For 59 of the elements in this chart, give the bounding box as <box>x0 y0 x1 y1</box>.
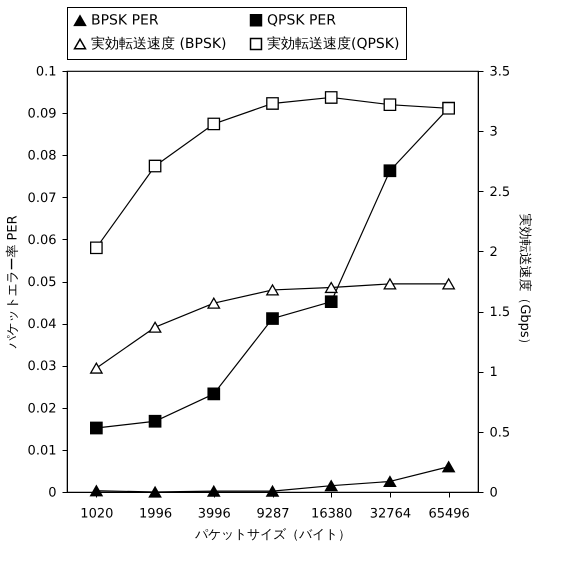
point <box>148 160 162 172</box>
y-tick-label: 0.04 <box>28 317 56 332</box>
legend-label: 実効転送速度(QPSK) <box>267 36 400 52</box>
point <box>207 388 220 400</box>
y-tick-label: 0.02 <box>28 401 56 416</box>
legend-label: QPSK PER <box>267 12 336 28</box>
point <box>90 362 103 374</box>
point <box>90 485 103 496</box>
y-tick-label: 0.05 <box>28 275 56 290</box>
point <box>442 461 455 472</box>
y2-tick-label: 1 <box>490 365 498 380</box>
point <box>266 97 279 110</box>
point <box>90 241 103 254</box>
legend-label: BPSK PER <box>91 12 159 29</box>
y-tick-label: 0.1 <box>36 64 56 80</box>
y-tick-label: 0.08 <box>28 148 56 164</box>
point <box>324 282 338 294</box>
point <box>384 278 396 290</box>
point <box>266 486 279 497</box>
point <box>148 414 162 428</box>
y2-tick-label: 1.5 <box>490 305 510 320</box>
x-tick-label: 3996 <box>198 506 231 522</box>
y2-tick-label: 3 <box>490 124 498 140</box>
x-tick-label: 16380 <box>311 506 352 522</box>
y-tick-label: 0.06 <box>28 232 56 248</box>
point <box>207 298 220 309</box>
x-axis-title: パケットサイズ（バイト） <box>194 528 351 542</box>
legend-label: 実効転送速度 (BPSK) <box>91 36 226 52</box>
point <box>207 118 220 130</box>
y-tick-label: 0.07 <box>28 190 56 206</box>
point <box>148 486 162 498</box>
point <box>90 422 103 434</box>
y2-tick-label: 2.5 <box>490 184 510 200</box>
point <box>384 164 396 178</box>
point <box>324 480 338 492</box>
point <box>324 295 338 308</box>
x-tick-label: 32764 <box>370 506 412 522</box>
point <box>148 322 162 333</box>
y2-tick-label: 2 <box>490 244 498 260</box>
y-tick-label: 0.01 <box>28 443 56 458</box>
x-tick-label: 65496 <box>428 506 470 522</box>
y2-tick-label: 0 <box>490 486 498 500</box>
x-tick-label: 1996 <box>139 506 172 522</box>
point <box>207 486 220 497</box>
y-tick-label: 0.09 <box>28 106 56 122</box>
point <box>384 98 396 112</box>
y2-tick-label: 3.5 <box>490 64 510 80</box>
point <box>442 278 455 290</box>
x-tick-label: 9287 <box>256 506 290 522</box>
y-axis-title: パケットエラー率 PER <box>4 215 21 350</box>
y2-tick-label: 0.5 <box>490 425 510 440</box>
y-tick-label: 0.03 <box>28 359 56 374</box>
point <box>266 312 279 325</box>
y2-axis-title: 実効転送速度（Gbps） <box>517 213 534 351</box>
point <box>384 476 396 488</box>
point <box>266 284 279 296</box>
y-tick-label: 0 <box>48 486 56 500</box>
point <box>324 91 338 104</box>
x-tick-label: 1020 <box>80 506 114 522</box>
